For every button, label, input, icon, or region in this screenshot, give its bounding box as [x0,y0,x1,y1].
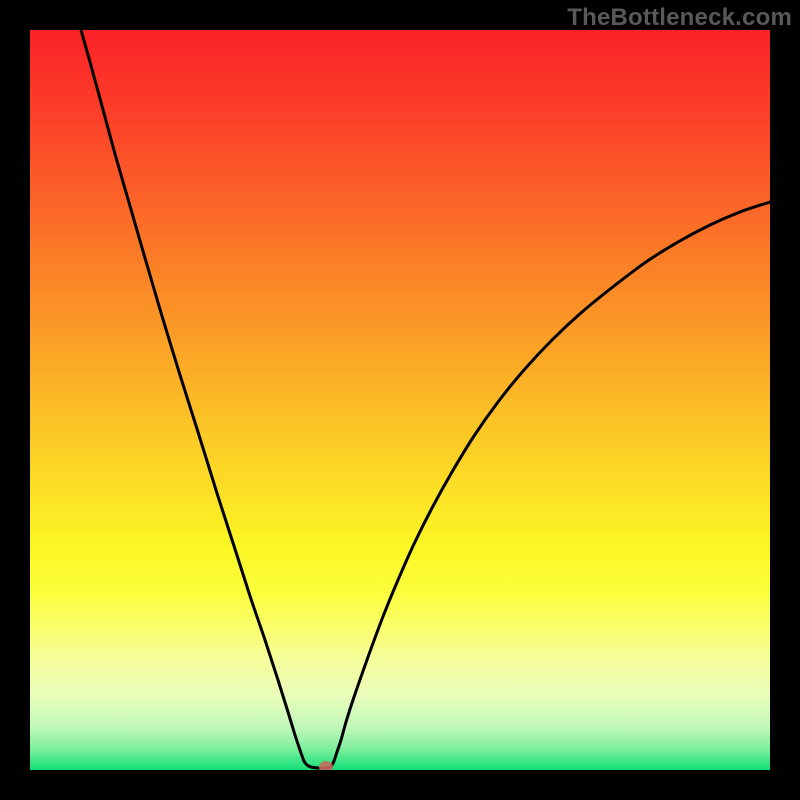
chart-background [30,30,770,770]
watermark-label: TheBottleneck.com [567,4,792,32]
chart-svg [30,30,770,770]
chart-plot-area [30,30,770,770]
